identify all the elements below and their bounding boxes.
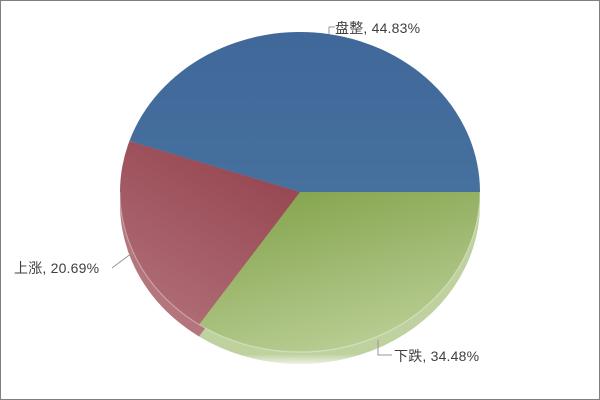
leader-line-0 [328,26,335,34]
pie-slice-2 [119,140,300,325]
leader-line-1 [377,340,392,356]
leader-line-2 [111,252,133,269]
pie-rim-highlight [119,191,481,353]
slice-label-xiadie: 下跌, 34.48% [394,348,480,364]
pie-slice-1 [199,191,480,352]
pie-slice-0 [129,31,480,192]
slice-label-shangzhang: 上涨, 20.69% [14,260,100,276]
slice-label-panzheng: 盘整, 44.83% [335,20,421,36]
